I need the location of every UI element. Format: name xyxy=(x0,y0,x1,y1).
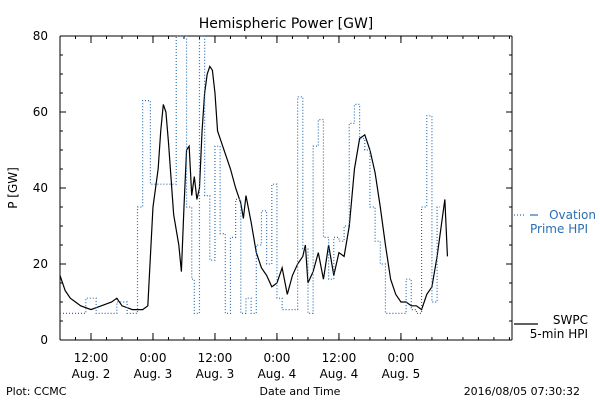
x-tick-label-date: Aug. 3 xyxy=(196,367,235,381)
footer-plot-credit: Plot: CCMC xyxy=(6,385,67,398)
legend-swpc-label-2: 5-min HPI xyxy=(530,327,588,341)
footer-timestamp: 2016/08/05 07:30:32 xyxy=(464,385,580,398)
y-tick-label: 60 xyxy=(33,105,48,119)
x-tick-label-time: 12:00 xyxy=(322,351,357,365)
y-axis-ticks: 0 20 40 60 80 xyxy=(33,29,512,347)
y-tick-label: 0 xyxy=(40,333,48,347)
legend-swpc-label-1: SWPC xyxy=(553,313,588,327)
swpc-series-line xyxy=(59,65,449,311)
y-tick-label: 80 xyxy=(33,29,48,43)
x-axis-label: Date and Time xyxy=(260,385,341,398)
ovation-prime-series-line xyxy=(60,35,440,314)
chart-title: Hemispheric Power [GW] xyxy=(199,16,374,32)
y-axis-label: P [GW] xyxy=(6,167,20,209)
x-tick-label-date: Aug. 3 xyxy=(134,367,173,381)
x-tick-label-time: 0:00 xyxy=(387,351,414,365)
x-tick-label-date: Aug. 2 xyxy=(72,367,111,381)
legend-ovation-label-1: Ovation xyxy=(549,208,596,222)
plot-frame xyxy=(59,35,513,341)
y-tick-label: 20 xyxy=(33,257,48,271)
x-tick-label-time: 12:00 xyxy=(74,351,109,365)
x-tick-label-time: 12:00 xyxy=(198,351,233,365)
x-tick-label-date: Aug. 5 xyxy=(382,367,421,381)
y-tick-label: 40 xyxy=(33,181,48,195)
x-axis-ticks: 12:00 Aug. 2 0:00 Aug. 3 12:00 Aug. 3 0:00 Aug.… xyxy=(59,36,510,381)
series-layer xyxy=(59,35,449,314)
x-tick-label-date: Aug. 4 xyxy=(258,367,297,381)
x-tick-label-date: Aug. 4 xyxy=(320,367,359,381)
x-tick-label-time: 0:00 xyxy=(263,351,290,365)
x-tick-label-time: 0:00 xyxy=(140,351,167,365)
legend-ovation-label-2: Prime HPI xyxy=(530,222,588,236)
